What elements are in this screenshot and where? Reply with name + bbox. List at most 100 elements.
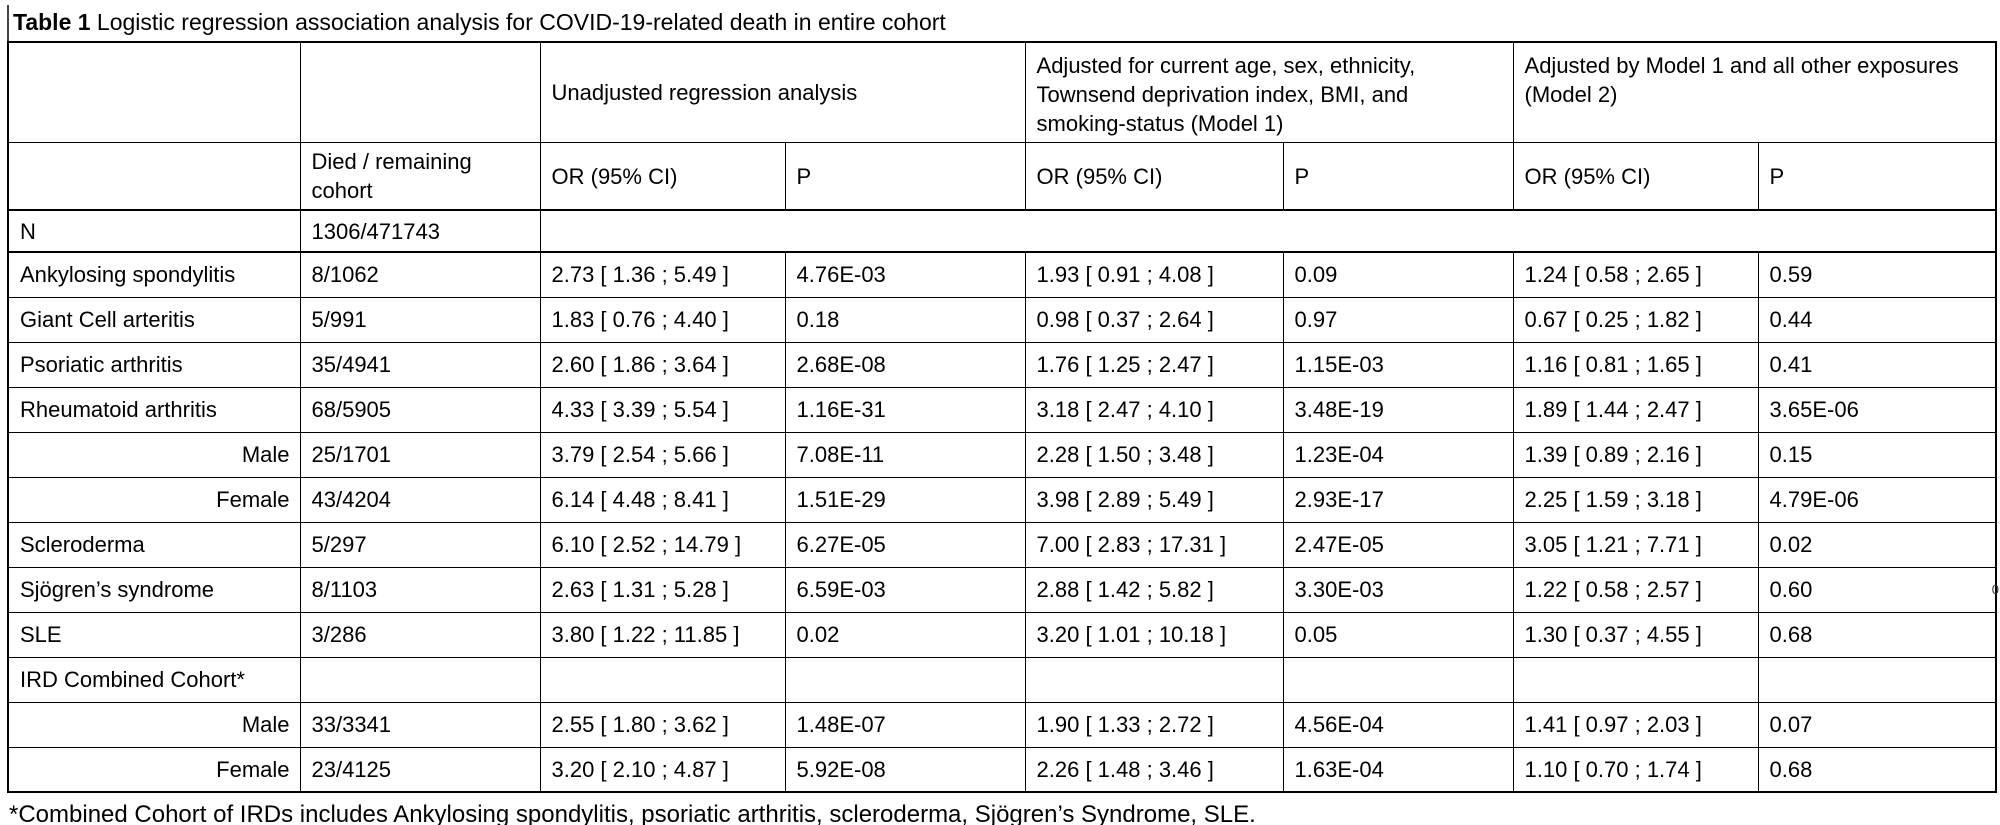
row-cell: 0.68 — [1757, 611, 1997, 658]
row-cell: 0.15 — [1757, 431, 1997, 478]
row-cell: 6.14 [ 4.48 ; 8.41 ] — [539, 476, 786, 523]
column-header-spacer — [7, 142, 301, 212]
row-cell: 6.10 [ 2.52 ; 14.79 ] — [539, 521, 786, 568]
row-cell: 1.90 [ 1.33 ; 2.72 ] — [1024, 701, 1284, 748]
row-cell: 2.25 [ 1.59 ; 3.18 ] — [1512, 476, 1759, 523]
results-table: Unadjusted regression analysis Adjusted … — [7, 41, 1998, 794]
row-cell: 1.93 [ 0.91 ; 4.08 ] — [1024, 251, 1284, 298]
row-cell: 0.05 — [1282, 611, 1514, 658]
row-cell: 2.73 [ 1.36 ; 5.49 ] — [539, 251, 786, 298]
row-cell: 3.79 [ 2.54 ; 5.66 ] — [539, 431, 786, 478]
table-row: Male 33/3341 2.55 [ 1.80 ; 3.62 ] 1.48E-07 1… — [7, 701, 1997, 748]
row-cell: 1.22 [ 0.58 ; 2.57 ] — [1512, 566, 1759, 613]
row-cell: 4.79E-06 — [1757, 476, 1997, 523]
group-header-row: Unadjusted regression analysis Adjusted … — [7, 41, 1997, 144]
table-row: Female 43/4204 6.14 [ 4.48 ; 8.41 ] 1.51E-2… — [7, 476, 1997, 523]
row-cell: 5.92E-08 — [784, 746, 1026, 794]
n-row-value: 1306/471743 — [299, 209, 541, 254]
row-cell: 3.30E-03 — [1282, 566, 1514, 613]
group-header-unadjusted: Unadjusted regression analysis — [539, 41, 1026, 144]
table-row: Sjögren’s syndrome 8/1103 2.63 [ 1.31 ; 5.… — [7, 566, 1997, 613]
row-cell: 23/4125 — [299, 746, 541, 794]
row-cell: 1.89 [ 1.44 ; 2.47 ] — [1512, 386, 1759, 433]
row-cell: 2.60 [ 1.86 ; 3.64 ] — [539, 341, 786, 388]
row-cell: 0.97 — [1282, 296, 1514, 343]
row-cell: 4.76E-03 — [784, 251, 1026, 298]
col-header-died-remaining: Died / remaining cohort — [299, 142, 541, 212]
row-cell: 0.02 — [1757, 521, 1997, 568]
row-cell: 3.18 [ 2.47 ; 4.10 ] — [1024, 386, 1284, 433]
row-cell: 35/4941 — [299, 341, 541, 388]
row-sublabel: Male — [7, 701, 301, 748]
row-cell: 8/1103 — [299, 566, 541, 613]
row-cell — [1024, 656, 1284, 703]
table-row: Ankylosing spondylitis 8/1062 2.73 [ 1.36 … — [7, 251, 1997, 298]
row-cell: 0.07 — [1757, 701, 1997, 748]
column-header-row: Died / remaining cohort OR (95% CI) P OR… — [7, 142, 1997, 212]
col-header-p-unadjusted: P — [784, 142, 1026, 212]
row-cell: 5/297 — [299, 521, 541, 568]
row-cell: 7.00 [ 2.83 ; 17.31 ] — [1024, 521, 1284, 568]
n-row-label: N — [7, 209, 301, 254]
row-cell: 0.60 — [1757, 566, 1997, 613]
table-title: Table 1 Logistic regression association … — [7, 5, 1994, 41]
table-row: SLE 3/286 3.80 [ 1.22 ; 11.85 ] 0.02 3.20 [ … — [7, 611, 1997, 658]
row-cell: 1.23E-04 — [1282, 431, 1514, 478]
row-label: Ankylosing spondylitis — [7, 251, 301, 298]
table-row: Male 25/1701 3.79 [ 2.54 ; 5.66 ] 7.08E-11 2… — [7, 431, 1997, 478]
row-cell: 68/5905 — [299, 386, 541, 433]
row-cell: 7.08E-11 — [784, 431, 1026, 478]
row-cell: 0.41 — [1757, 341, 1997, 388]
col-header-p-model2: P — [1757, 142, 1997, 212]
row-cell: 3.48E-19 — [1282, 386, 1514, 433]
row-cell: 1.30 [ 0.37 ; 4.55 ] — [1512, 611, 1759, 658]
row-cell: 2.55 [ 1.80 ; 3.62 ] — [539, 701, 786, 748]
row-cell: 0.67 [ 0.25 ; 1.82 ] — [1512, 296, 1759, 343]
row-cell: 3.05 [ 1.21 ; 7.71 ] — [1512, 521, 1759, 568]
row-cell: 3.20 [ 1.01 ; 10.18 ] — [1024, 611, 1284, 658]
group-header-model1: Adjusted for current age, sex, ethnicity… — [1024, 41, 1514, 144]
row-sublabel: Female — [7, 476, 301, 523]
row-cell: 3.20 [ 2.10 ; 4.87 ] — [539, 746, 786, 794]
row-cell: 0.18 — [784, 296, 1026, 343]
row-cell: 1.76 [ 1.25 ; 2.47 ] — [1024, 341, 1284, 388]
n-row: N 1306/471743 — [7, 209, 1997, 254]
row-cell: 3.65E-06 — [1757, 386, 1997, 433]
row-cell: 2.68E-08 — [784, 341, 1026, 388]
table-row: Giant Cell arteritis 5/991 1.83 [ 0.76 ; 4… — [7, 296, 1997, 343]
group-header-spacer-1 — [7, 41, 301, 144]
n-row-merged-cell — [539, 209, 1997, 254]
row-cell: 1.24 [ 0.58 ; 2.65 ] — [1512, 251, 1759, 298]
row-cell: 0.59 — [1757, 251, 1997, 298]
row-cell — [1757, 656, 1997, 703]
row-cell — [539, 656, 786, 703]
row-cell: 25/1701 — [299, 431, 541, 478]
row-cell: 1.41 [ 0.97 ; 2.03 ] — [1512, 701, 1759, 748]
row-cell — [1282, 656, 1514, 703]
row-cell: 3.98 [ 2.89 ; 5.49 ] — [1024, 476, 1284, 523]
col-header-or-model1: OR (95% CI) — [1024, 142, 1284, 212]
row-label: Psoriatic arthritis — [7, 341, 301, 388]
row-cell: 4.33 [ 3.39 ; 5.54 ] — [539, 386, 786, 433]
table-row: Rheumatoid arthritis 68/5905 4.33 [ 3.39 ;… — [7, 386, 1997, 433]
row-cell: 2.28 [ 1.50 ; 3.48 ] — [1024, 431, 1284, 478]
row-cell: 1.15E-03 — [1282, 341, 1514, 388]
row-cell: 1.16 [ 0.81 ; 1.65 ] — [1512, 341, 1759, 388]
table-title-number: Table 1 — [13, 9, 91, 35]
row-cell: 0.98 [ 0.37 ; 2.64 ] — [1024, 296, 1284, 343]
row-cell: 5/991 — [299, 296, 541, 343]
row-cell: 1.51E-29 — [784, 476, 1026, 523]
footnote: *Combined Cohort of IRDs includes Ankylo… — [9, 801, 1256, 825]
col-header-p-model1: P — [1282, 142, 1514, 212]
row-cell: 33/3341 — [299, 701, 541, 748]
row-cell: 1.10 [ 0.70 ; 1.74 ] — [1512, 746, 1759, 794]
group-header-model2: Adjusted by Model 1 and all other exposu… — [1512, 41, 1997, 144]
row-cell: 2.63 [ 1.31 ; 5.28 ] — [539, 566, 786, 613]
row-cell: 2.93E-17 — [1282, 476, 1514, 523]
row-cell: 1.48E-07 — [784, 701, 1026, 748]
row-cell: 1.16E-31 — [784, 386, 1026, 433]
stray-character: 0 — [1991, 582, 1999, 597]
row-cell: 43/4204 — [299, 476, 541, 523]
row-label: IRD Combined Cohort* — [7, 656, 301, 703]
